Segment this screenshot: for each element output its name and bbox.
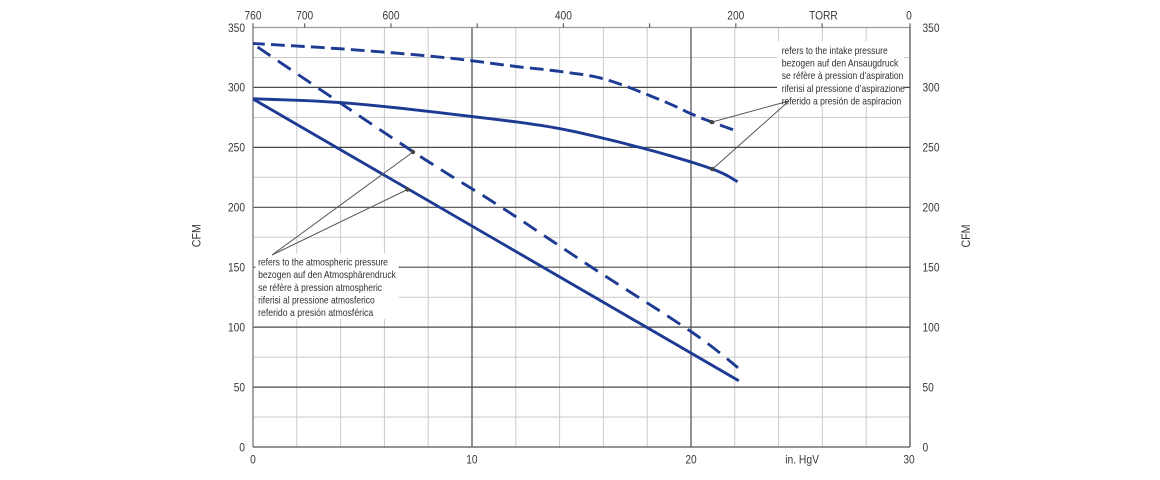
svg-text:150: 150 [228, 261, 245, 275]
svg-text:50: 50 [923, 380, 935, 394]
svg-text:400: 400 [555, 9, 572, 23]
svg-text:200: 200 [228, 201, 245, 215]
svg-text:150: 150 [923, 261, 940, 275]
svg-text:350: 350 [923, 21, 940, 35]
svg-text:300: 300 [228, 81, 245, 95]
svg-text:in. HgV: in. HgV [785, 453, 819, 467]
svg-text:0: 0 [923, 440, 929, 454]
svg-text:0: 0 [906, 9, 912, 23]
svg-text:CFM: CFM [189, 224, 203, 247]
svg-text:20: 20 [685, 453, 697, 467]
svg-text:100: 100 [923, 320, 940, 334]
svg-text:se réfère à pression atmospher: se réfère à pression atmospheric [258, 282, 382, 294]
svg-text:200: 200 [727, 9, 744, 23]
svg-text:300: 300 [923, 81, 940, 95]
svg-text:100: 100 [228, 320, 245, 334]
svg-text:CFM: CFM [959, 225, 973, 248]
svg-text:350: 350 [228, 21, 245, 35]
svg-text:50: 50 [234, 380, 246, 394]
svg-text:0: 0 [250, 453, 256, 467]
svg-text:760: 760 [245, 9, 262, 23]
svg-text:250: 250 [923, 141, 940, 155]
svg-text:bezogen auf den Atmosphärendru: bezogen auf den Atmosphärendruck [258, 269, 396, 281]
svg-text:refers to the intake pressure: refers to the intake pressure [782, 45, 888, 57]
svg-text:bezogen auf den Ansaugdruck: bezogen auf den Ansaugdruck [782, 58, 899, 70]
svg-text:se réfère à pression d’aspirat: se réfère à pression d’aspiration [782, 70, 904, 82]
svg-text:10: 10 [466, 453, 478, 467]
svg-text:0: 0 [239, 440, 245, 454]
svg-text:riferisi al pressione atmosfer: riferisi al pressione atmosferico [258, 294, 375, 306]
svg-text:referido a presión de aspiraci: referido a presión de aspiracion [782, 95, 902, 107]
svg-text:riferisi al pressione d’aspira: riferisi al pressione d’aspirazione [782, 83, 905, 95]
svg-text:TORR: TORR [809, 9, 838, 23]
svg-text:200: 200 [923, 201, 940, 215]
svg-text:30: 30 [903, 453, 915, 467]
svg-text:250: 250 [228, 141, 245, 155]
svg-text:refers to the atmospheric pres: refers to the atmospheric pressure [258, 257, 388, 269]
svg-text:600: 600 [383, 9, 400, 23]
svg-text:700: 700 [296, 9, 313, 23]
svg-text:referido a presión atmosférica: referido a presión atmosférica [258, 307, 373, 319]
